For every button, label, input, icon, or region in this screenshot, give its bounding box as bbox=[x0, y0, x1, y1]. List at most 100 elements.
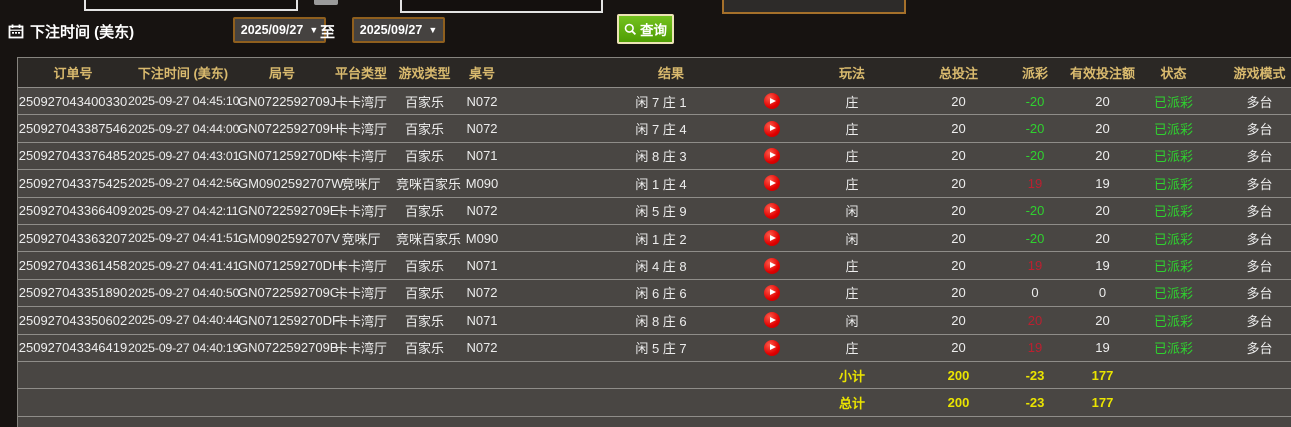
table-row[interactable]: 250927043346419 2025-09-27 04:40:19 GN07… bbox=[18, 333, 1291, 361]
table-row[interactable]: 250927043361458 2025-09-27 04:41:41 GN07… bbox=[18, 251, 1291, 279]
cutoff-dropdown[interactable] bbox=[722, 0, 906, 14]
cell-valid-bet: 20 bbox=[1095, 121, 1110, 137]
video-replay-button[interactable] bbox=[753, 120, 801, 137]
cell-valid-bet: 20 bbox=[1095, 93, 1110, 109]
cell-game-type: 百家乐 bbox=[404, 122, 444, 138]
table-row[interactable]: 250927043400330 2025-09-27 04:45:10 GN07… bbox=[18, 87, 1291, 115]
bet-time-filter-label: 下注时间 (美东) bbox=[8, 21, 134, 42]
cell-round-id: GN0722592709B bbox=[238, 340, 339, 356]
video-replay-button[interactable] bbox=[753, 257, 801, 274]
result-text: 闲 7 庄 4 bbox=[635, 122, 687, 138]
header-result: 结果 bbox=[657, 66, 684, 81]
table-row[interactable]: 250927043387546 2025-09-27 04:44:00 GN07… bbox=[18, 114, 1291, 142]
date-from-value: 2025/09/27 bbox=[240, 23, 304, 37]
date-range-to-label: 至 bbox=[320, 24, 336, 41]
cell-game-type: 百家乐 bbox=[404, 341, 444, 357]
video-replay-button[interactable] bbox=[753, 230, 801, 247]
date-to-select[interactable]: 2025/09/27 ▼ bbox=[352, 17, 445, 43]
cell-status: 已派彩 bbox=[1153, 149, 1193, 165]
cell-payout: 19 bbox=[1027, 258, 1043, 274]
date-from-select[interactable]: 2025/09/27 ▼ bbox=[233, 17, 326, 43]
cell-game-type: 百家乐 bbox=[404, 259, 444, 275]
table-body: 250927043400330 2025-09-27 04:45:10 GN07… bbox=[18, 87, 1291, 361]
cell-game-type: 竞咪百家乐 bbox=[396, 231, 462, 247]
header-round-id: 局号 bbox=[268, 66, 295, 81]
cell-platform: 卡卡湾厅 bbox=[334, 259, 387, 275]
video-replay-button[interactable] bbox=[753, 202, 801, 219]
cell-table-no: N072 bbox=[466, 121, 498, 137]
cell-valid-bet: 20 bbox=[1095, 230, 1110, 246]
cell-play-type: 庄 bbox=[845, 286, 859, 302]
cell-payout: -20 bbox=[1025, 203, 1045, 219]
cell-platform: 卡卡湾厅 bbox=[334, 94, 387, 110]
cell-play-type: 庄 bbox=[845, 341, 859, 357]
cell-platform: 卡卡湾厅 bbox=[334, 341, 387, 357]
cell-status: 已派彩 bbox=[1153, 94, 1193, 110]
cell-valid-bet: 20 bbox=[1095, 148, 1110, 164]
cell-play-type: 庄 bbox=[845, 259, 859, 275]
cell-valid-bet: 20 bbox=[1095, 312, 1110, 328]
table-row[interactable]: 250927043350602 2025-09-27 04:40:44 GN07… bbox=[18, 306, 1291, 334]
cell-round-id: GN071259270DK bbox=[238, 148, 341, 164]
cell-bet-time: 2025-09-27 04:41:41 bbox=[128, 258, 240, 273]
cell-table-no: N071 bbox=[466, 312, 498, 328]
play-icon bbox=[764, 284, 780, 301]
cell-order-id: 250927043366409 bbox=[18, 203, 128, 219]
cell-total-bet: 20 bbox=[951, 175, 966, 191]
subtotal-valid-bet: 177 bbox=[1091, 367, 1114, 383]
cell-game-mode: 多台 bbox=[1246, 176, 1273, 192]
video-replay-button[interactable] bbox=[753, 175, 801, 192]
cell-result: 闲 7 庄 1 bbox=[511, 92, 801, 111]
cell-platform: 卡卡湾厅 bbox=[334, 149, 387, 165]
video-replay-button[interactable] bbox=[753, 312, 801, 329]
play-icon bbox=[764, 175, 780, 192]
cell-platform: 卡卡湾厅 bbox=[334, 204, 387, 220]
subtotal-total-bet: 200 bbox=[947, 367, 970, 383]
total-valid-bet: 177 bbox=[1091, 394, 1114, 410]
play-icon bbox=[764, 120, 780, 137]
cell-result: 闲 6 庄 6 bbox=[511, 283, 801, 302]
search-icon bbox=[624, 23, 637, 36]
table-row[interactable]: 250927043366409 2025-09-27 04:42:11 GN07… bbox=[18, 196, 1291, 224]
table-row[interactable]: 250927043375425 2025-09-27 04:42:56 GM09… bbox=[18, 169, 1291, 197]
play-icon bbox=[764, 202, 780, 219]
header-total-bet: 总投注 bbox=[938, 66, 978, 81]
search-button[interactable]: 查询 bbox=[617, 14, 674, 44]
header-table-no: 桌号 bbox=[468, 66, 495, 81]
cell-table-no: N072 bbox=[466, 285, 498, 301]
video-replay-button[interactable] bbox=[753, 339, 801, 356]
cell-result: 闲 8 庄 6 bbox=[511, 311, 801, 330]
chevron-down-icon: ▼ bbox=[428, 24, 438, 35]
cell-play-type: 闲 bbox=[845, 231, 859, 247]
cell-total-bet: 20 bbox=[951, 93, 966, 109]
cell-payout: 19 bbox=[1027, 175, 1043, 191]
cell-result: 闲 7 庄 4 bbox=[511, 119, 801, 138]
cell-round-id: GN071259270DH bbox=[238, 258, 342, 274]
table-header-row: 订单号 下注时间 (美东) 局号 平台类型 游戏类型 桌号 结果 玩法 总投注 … bbox=[18, 58, 1291, 87]
cell-total-bet: 20 bbox=[951, 258, 966, 274]
video-replay-button[interactable] bbox=[753, 93, 801, 110]
cell-order-id: 250927043400330 bbox=[18, 93, 128, 109]
table-row[interactable]: 250927043376485 2025-09-27 04:43:01 GN07… bbox=[18, 141, 1291, 170]
cutoff-input-left[interactable] bbox=[84, 0, 298, 11]
cell-game-type: 百家乐 bbox=[404, 286, 444, 302]
table-row[interactable]: 250927043351890 2025-09-27 04:40:50 GN07… bbox=[18, 278, 1291, 307]
cutoff-input-right[interactable] bbox=[400, 0, 603, 13]
bet-time-filter-text: 下注时间 (美东) bbox=[30, 24, 135, 41]
header-payout: 派彩 bbox=[1021, 66, 1048, 81]
cell-game-type: 百家乐 bbox=[404, 204, 444, 220]
cell-game-mode: 多台 bbox=[1246, 149, 1273, 165]
cell-order-id: 250927043351890 bbox=[18, 285, 128, 301]
cell-status: 已派彩 bbox=[1153, 176, 1193, 192]
total-payout: -23 bbox=[1025, 394, 1045, 410]
cell-bet-time: 2025-09-27 04:42:11 bbox=[128, 203, 239, 218]
cell-play-type: 庄 bbox=[845, 94, 859, 110]
play-icon bbox=[764, 312, 780, 329]
cell-round-id: GN0722592709H bbox=[238, 121, 340, 137]
cell-platform: 竞咪厅 bbox=[341, 176, 381, 192]
table-row[interactable]: 250927043363207 2025-09-27 04:41:51 GM09… bbox=[18, 223, 1291, 252]
video-replay-button[interactable] bbox=[753, 147, 801, 164]
cell-game-mode: 多台 bbox=[1246, 313, 1273, 329]
video-replay-button[interactable] bbox=[753, 284, 801, 301]
cell-bet-time: 2025-09-27 04:40:44 bbox=[128, 313, 240, 328]
